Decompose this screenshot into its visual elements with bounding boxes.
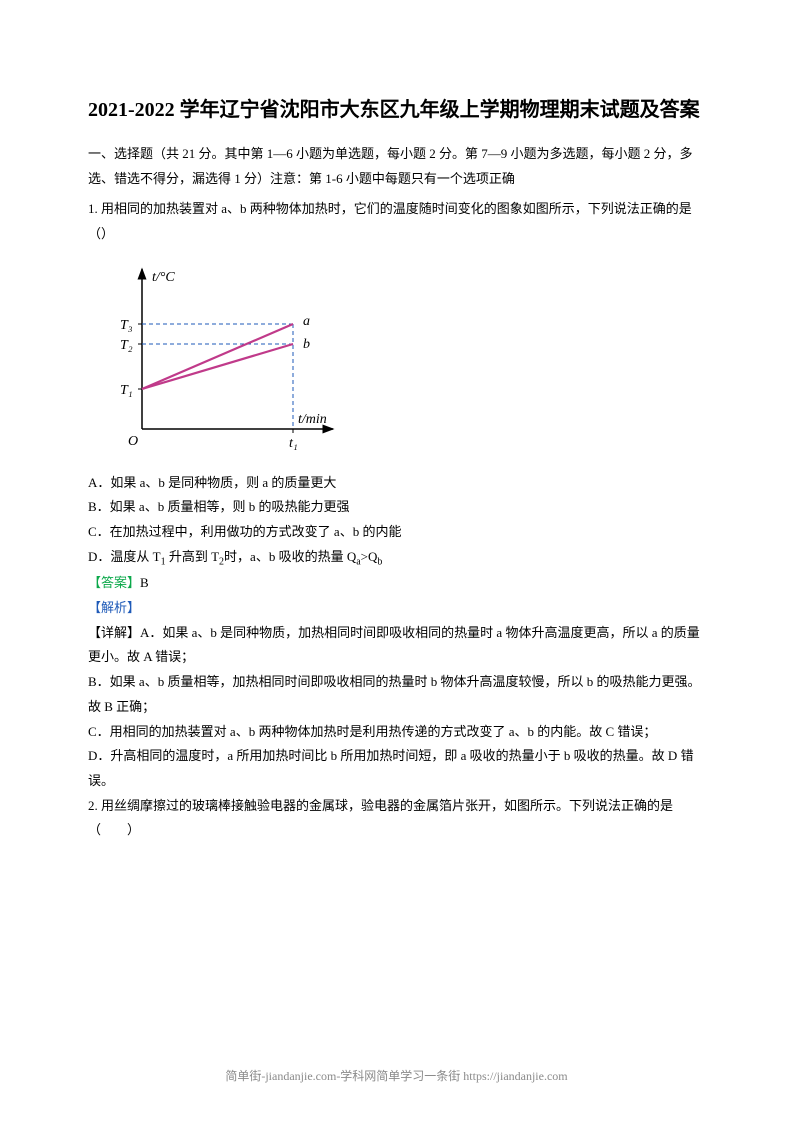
option-d-subb: b	[377, 556, 382, 567]
option-d-gt: >Q	[361, 549, 378, 564]
option-d-mid: 升高到 T	[166, 549, 219, 564]
answer-label: 【答案】	[88, 575, 140, 590]
chart-q1: Ot/°C t/min T₁ T₂ T₃ t₁ ab	[108, 259, 705, 459]
option-c: C．在加热过程中，利用做功的方式改变了 a、b 的内能	[88, 520, 705, 545]
analysis-label: 【解析】	[88, 596, 705, 621]
detail-a: 【详解】A．如果 a、b 是同种物质，加热相同时间即吸收相同的热量时 a 物体升…	[88, 621, 705, 670]
temperature-chart: Ot/°C t/min T₁ T₂ T₃ t₁ ab	[108, 259, 348, 454]
option-d-prefix: D．温度从 T	[88, 549, 161, 564]
option-b: B．如果 a、b 质量相等，则 b 的吸热能力更强	[88, 495, 705, 520]
page-title: 2021-2022 学年辽宁省沈阳市大东区九年级上学期物理期末试题及答案	[88, 90, 705, 130]
svg-text:t₁: t₁	[289, 436, 298, 451]
svg-text:t/°C: t/°C	[152, 270, 175, 285]
svg-text:T₁: T₁	[120, 383, 133, 398]
detail-d: D．升高相同的温度时，a 所用加热时间比 b 所用加热时间短，即 a 吸收的热量…	[88, 744, 705, 793]
detail-label: 【详解】	[88, 625, 140, 640]
answer-value: B	[140, 575, 149, 590]
question-2-stem: 2. 用丝绸摩擦过的玻璃棒接触验电器的金属球，验电器的金属箔片张开，如图所示。下…	[88, 794, 705, 843]
svg-text:t/min: t/min	[298, 412, 327, 427]
question-1-stem: 1. 用相同的加热装置对 a、b 两种物体加热时，它们的温度随时间变化的图象如图…	[88, 197, 705, 246]
svg-text:b: b	[303, 337, 310, 352]
svg-text:T₃: T₃	[120, 318, 133, 333]
detail-c: C．用相同的加热装置对 a、b 两种物体加热时是利用热传递的方式改变了 a、b …	[88, 720, 705, 745]
svg-text:a: a	[303, 314, 310, 329]
option-d-mid2: 时，a、b 吸收的热量 Q	[224, 549, 356, 564]
section-instruction: 一、选择题（共 21 分。其中第 1—6 小题为单选题，每小题 2 分。第 7—…	[88, 142, 705, 191]
option-d: D．温度从 T1 升高到 T2时，a、b 吸收的热量 Qa>Qb	[88, 545, 705, 572]
page-footer: 简单街-jiandanjie.com-学科网简单学习一条街 https://ji…	[0, 1067, 793, 1084]
answer-line: 【答案】B	[88, 571, 705, 596]
svg-text:T₂: T₂	[120, 338, 133, 353]
svg-text:O: O	[128, 434, 138, 449]
detail-a-text: A．如果 a、b 是同种物质，加热相同时间即吸收相同的热量时 a 物体升高温度更…	[88, 625, 700, 665]
option-a: A．如果 a、b 是同种物质，则 a 的质量更大	[88, 471, 705, 496]
detail-b: B．如果 a、b 质量相等，加热相同时间即吸收相同的热量时 b 物体升高温度较慢…	[88, 670, 705, 719]
